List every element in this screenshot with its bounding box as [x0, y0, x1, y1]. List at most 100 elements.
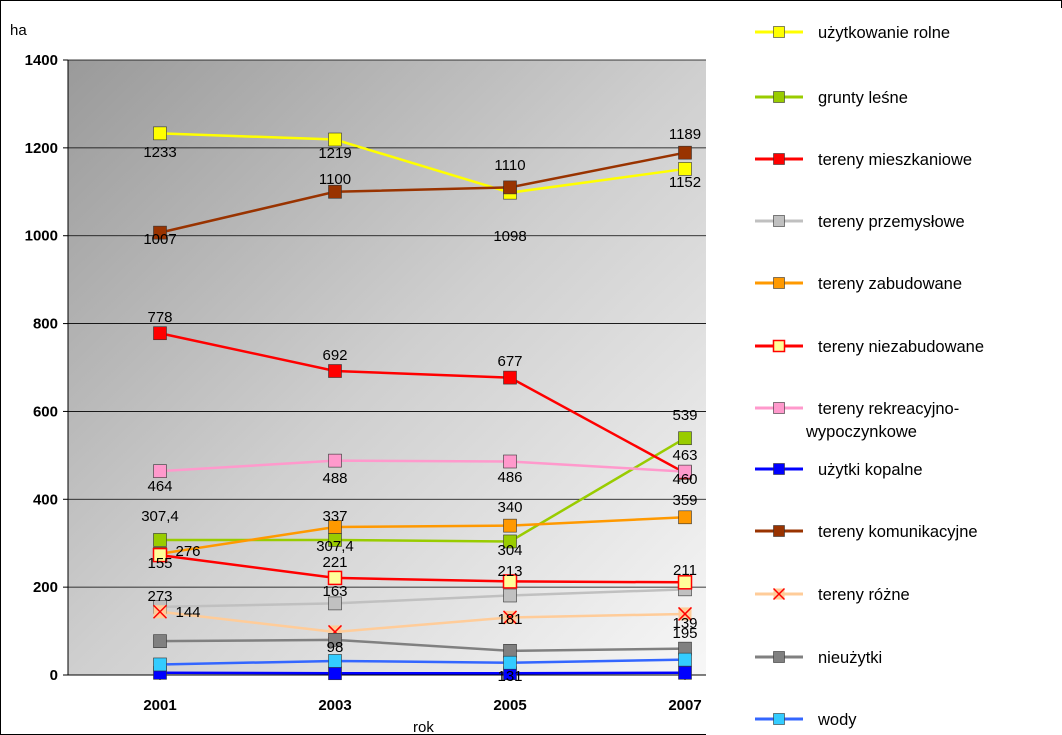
legend-marker — [773, 26, 785, 38]
series-line — [159, 151, 686, 234]
data-label: 692 — [322, 347, 347, 364]
data-point — [503, 644, 517, 658]
data-label: 488 — [322, 470, 347, 487]
legend-label: tereny niezabudowane — [818, 338, 984, 356]
legend-label: tereny przemysłowe — [818, 213, 965, 231]
legend-item: tereny zabudowane — [755, 275, 962, 293]
data-label: 1007 — [143, 231, 176, 248]
data-point — [678, 145, 692, 160]
data-label: 340 — [497, 499, 522, 516]
series-line — [159, 610, 686, 634]
data-label: 1100 — [319, 171, 351, 188]
legend-label: wody — [817, 711, 857, 729]
x-tick-label: 2003 — [318, 697, 351, 714]
y-tick-label: 1000 — [25, 228, 58, 245]
data-point — [328, 453, 342, 468]
legend-panel — [706, 8, 1062, 735]
series-line — [159, 132, 686, 194]
legend-item: tereny komunikacyjne — [755, 523, 978, 541]
series-line — [159, 553, 686, 584]
data-point — [328, 132, 342, 147]
y-axis-title: ha — [10, 22, 27, 39]
data-point — [678, 510, 692, 525]
data-label: 1189 — [669, 126, 701, 143]
legend-label: tereny różne — [818, 586, 910, 604]
legend-label: wypoczynkowe — [805, 423, 917, 441]
data-label: 195 — [672, 625, 697, 642]
legend-marker — [773, 463, 785, 475]
data-point — [328, 596, 342, 611]
data-point — [502, 574, 518, 589]
legend-label: nieużytki — [818, 649, 882, 667]
data-label: 163 — [322, 583, 347, 600]
data-point — [328, 184, 342, 199]
data-point — [503, 588, 517, 603]
legend-label: tereny mieszkaniowe — [818, 151, 972, 169]
data-point — [503, 180, 517, 195]
plot-area — [68, 60, 706, 675]
data-label: 139 — [672, 615, 697, 632]
legend-item: tereny rekreacyjno-wypoczynkowe — [755, 400, 959, 441]
series-line — [159, 516, 686, 555]
legend-item: nieużytki — [755, 649, 882, 667]
gridlines — [68, 59, 706, 588]
legend-item: użytkowanie rolne — [755, 24, 950, 42]
series-line — [159, 658, 686, 666]
data-point — [153, 326, 167, 341]
data-point — [328, 633, 342, 647]
data-label: 98 — [327, 639, 344, 656]
legend-marker — [773, 651, 785, 663]
series-markers — [152, 126, 693, 681]
data-label: 155 — [147, 555, 172, 572]
data-point — [153, 634, 167, 648]
data-label: 181 — [497, 611, 522, 628]
series-line — [159, 588, 686, 609]
data-label: 1219 — [318, 145, 351, 162]
data-label: 221 — [322, 554, 347, 571]
data-point — [153, 464, 167, 478]
data-point — [328, 520, 342, 534]
y-axis-ticks: 0 200 400 600 800 1000 1200 1400 — [25, 52, 68, 684]
data-point — [153, 126, 167, 141]
legend-item: grunty leśne — [755, 89, 908, 107]
data-point — [153, 657, 167, 672]
legend-item: użytki kopalne — [755, 461, 923, 479]
y-tick-label: 0 — [50, 667, 58, 684]
data-label: 677 — [497, 353, 522, 370]
y-tick-label: 400 — [33, 491, 58, 508]
legend-marker — [773, 153, 785, 165]
legend-marker — [773, 277, 785, 289]
data-point — [503, 655, 517, 670]
legend-marker — [773, 402, 785, 414]
data-label: 359 — [672, 492, 697, 509]
legend-item: wody — [755, 711, 857, 729]
data-label: 307,4 — [141, 508, 179, 525]
x-axis-title: rok — [413, 719, 434, 735]
y-tick-label: 200 — [33, 579, 58, 596]
x-tick-label: 2005 — [493, 697, 526, 714]
legend-marker — [773, 713, 785, 725]
data-label: 211 — [673, 562, 697, 579]
data-label: 273 — [147, 588, 172, 605]
data-label: 1152 — [669, 174, 701, 191]
data-point — [678, 652, 692, 667]
data-point — [153, 225, 167, 240]
data-point — [153, 533, 167, 547]
x-axis-ticks: 2001 2003 2005 2007 — [143, 675, 702, 714]
legend-label: użytki kopalne — [818, 461, 923, 479]
legend: użytkowanie rolne grunty leśne tereny mies… — [755, 24, 984, 729]
data-labels: 1233 1219 1098 1152 307,4 307,4 304 539 778 692 67… — [141, 126, 701, 685]
data-point — [328, 666, 342, 681]
y-tick-label: 800 — [33, 316, 58, 333]
data-point — [152, 547, 168, 563]
legend-label: tereny komunikacyjne — [818, 523, 978, 541]
data-point — [328, 654, 342, 668]
data-label: 464 — [147, 478, 172, 495]
data-label: 1110 — [494, 157, 525, 174]
data-point — [678, 162, 692, 176]
y-tick-label: 1400 — [25, 52, 58, 69]
data-label: 486 — [497, 469, 522, 486]
data-label: 460 — [672, 471, 697, 488]
legend-label: grunty leśne — [818, 89, 908, 107]
